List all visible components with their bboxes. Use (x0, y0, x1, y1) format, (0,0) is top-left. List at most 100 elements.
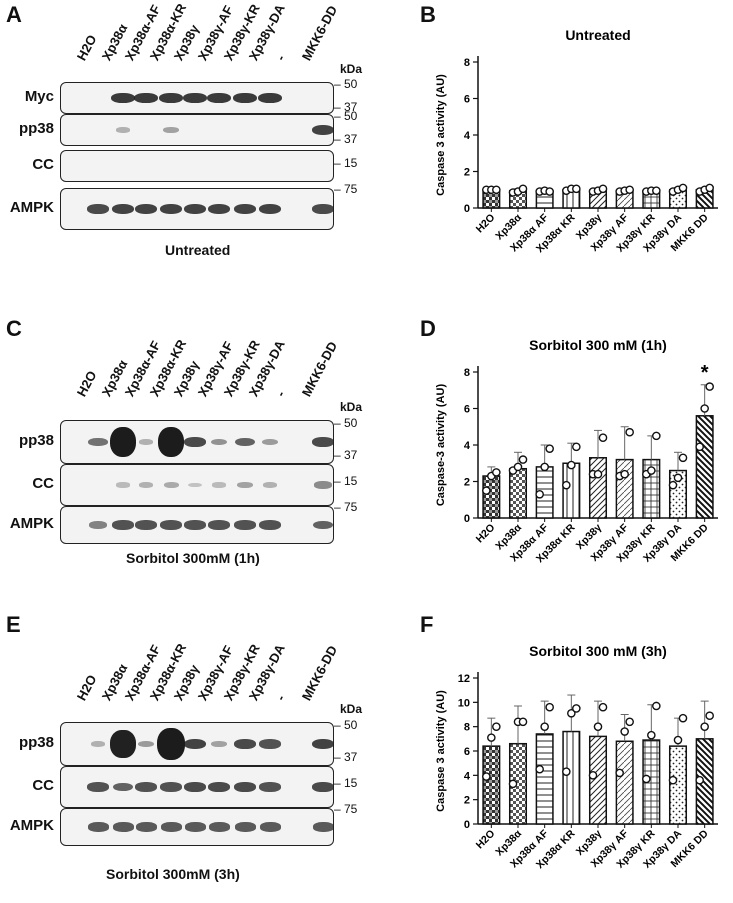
data-point (508, 779, 518, 789)
data-point (562, 480, 571, 490)
data-point (625, 427, 634, 437)
blot-band (211, 740, 227, 748)
kda-marker: – 37 (334, 749, 358, 764)
blot-band (311, 782, 333, 792)
blot-band (233, 203, 257, 215)
data-point (705, 711, 714, 721)
blot-band (111, 92, 135, 104)
western-blot-sorbitol-1h: H2O Xp38α Xp38α-AF Xp38α-KR Xp38γ Xp38γ-AF Xp3… (0, 316, 410, 576)
data-point (572, 442, 581, 452)
blot-band (134, 92, 158, 104)
blot-band (87, 782, 109, 792)
blot-strip-ampk (60, 808, 334, 846)
data-point (668, 480, 678, 490)
blot-band (207, 782, 231, 792)
data-point (487, 733, 496, 742)
bar (508, 467, 528, 519)
y-tick-label: 2 (464, 477, 470, 489)
blot-band (312, 520, 333, 530)
data-point (642, 774, 651, 784)
blot-row-label-pp38: pp38 (18, 734, 54, 751)
kda-marker: – 37 (334, 447, 358, 462)
blot-band (90, 741, 106, 747)
x-tick-label: H2O (474, 522, 498, 546)
blot-band (160, 822, 182, 832)
blot-band (234, 822, 256, 832)
panel-letter-f: F (420, 612, 434, 637)
y-tick-label: 6 (464, 404, 470, 416)
blot-strip-ampk (60, 506, 334, 544)
blot-row-label-cc: CC (32, 475, 54, 492)
data-point (598, 702, 608, 712)
blot-band (183, 738, 207, 750)
blot-band (110, 729, 136, 759)
blot-strip-cc (60, 766, 334, 808)
blot-band (314, 481, 332, 489)
blot-band (112, 822, 134, 832)
lane-label-blank: - (272, 388, 289, 399)
data-point (593, 722, 603, 731)
blot-e-caption: Sorbitol 300mM (3h) (106, 866, 240, 882)
x-tick-label: H2O (474, 212, 498, 236)
blot-band (234, 437, 256, 447)
kda-marker: – 15 (334, 776, 358, 790)
data-point (647, 466, 656, 475)
blot-row-label-ampk: AMPK (9, 817, 54, 834)
kda-marker: – 15 (334, 155, 358, 170)
western-blot-sorbitol-3h: H2O Xp38α Xp38α-AF Xp38α-KR Xp38γ Xp38γ-AF Xp3… (0, 612, 410, 892)
y-tick-label: 6 (464, 94, 470, 106)
data-point (562, 767, 571, 776)
data-point (673, 473, 683, 483)
y-tick-label: 10 (458, 697, 470, 709)
blot-row-label-cc: CC (32, 156, 54, 173)
blot-band (311, 204, 333, 214)
lane-label-mkk6-dd: MKK6-DD (298, 339, 341, 399)
kda-marker: – 50 (334, 416, 358, 431)
blot-band (183, 437, 207, 447)
y-tick-label: 4 (464, 440, 471, 452)
blot-band (87, 822, 109, 832)
blot-band (259, 520, 281, 530)
lane-label-mkk6-dd: MKK6-DD (298, 3, 341, 63)
chart-title: Sorbitol 300 mM (1h) (529, 337, 667, 353)
bar (695, 415, 714, 519)
data-point (513, 462, 523, 472)
data-point (652, 431, 661, 441)
blot-band (237, 481, 253, 489)
data-point (673, 735, 683, 745)
blot-band (135, 520, 157, 530)
blot-band (184, 520, 206, 530)
y-tick-label: 4 (464, 770, 471, 782)
data-point (625, 717, 634, 727)
kda-marker: – 37 (334, 131, 358, 146)
blot-band (115, 127, 131, 133)
bar (588, 735, 608, 825)
panel-letter-e: E (6, 612, 21, 637)
chart-caspase-sorbitol-1h: Sorbitol 300 mM (1h) Caspase-3 activity (… (435, 337, 718, 565)
blot-band (208, 520, 230, 530)
bar (615, 740, 634, 825)
blot-band (157, 727, 185, 761)
blot-band (311, 738, 333, 750)
western-blot-untreated: H2O Xp38α Xp38α-AF Xp38α-KR Xp38γ Xp38γ-AF Xp3… (0, 0, 410, 270)
blot-band (312, 822, 333, 832)
blot-band (134, 203, 158, 215)
blot-band (183, 782, 207, 792)
blot-band (135, 782, 157, 792)
blot-strip-cc (60, 150, 334, 182)
data-point (492, 185, 501, 195)
bar (482, 745, 501, 825)
data-point (535, 489, 544, 499)
kda-marker: – 50 (334, 718, 358, 733)
blot-band (212, 482, 226, 488)
data-point (482, 486, 491, 495)
bar (562, 462, 581, 519)
x-tick-label: H2O (474, 828, 498, 852)
lane-label-blank: - (272, 52, 289, 63)
panel-letter-a: A (6, 2, 22, 27)
blot-band (137, 740, 155, 748)
blot-band (157, 426, 185, 458)
y-tick-label: 6 (464, 746, 470, 758)
blot-c-caption: Sorbitol 300mM (1h) (126, 550, 260, 566)
y-axis-label: Caspase 3 activity (AU) (435, 690, 447, 812)
